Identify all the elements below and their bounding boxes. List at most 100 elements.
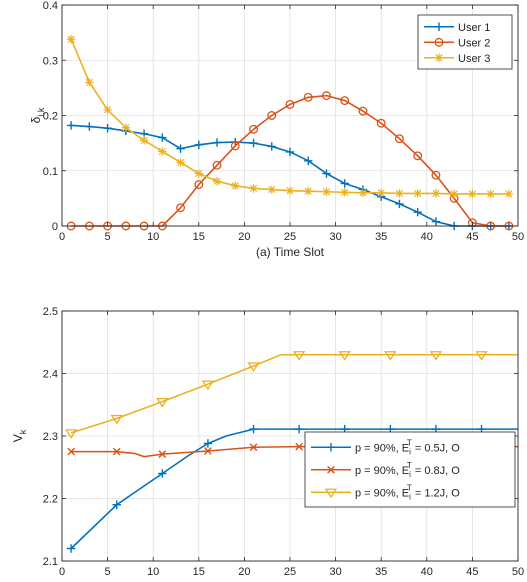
legend: User 1 User 2 User 3 [417, 14, 513, 70]
x-tick-label: 20 [238, 566, 250, 578]
x-tick-label: 30 [329, 566, 341, 578]
y-tick-label: 0.2 [43, 111, 58, 123]
data-point [67, 447, 75, 456]
y-axis-label: Vk [11, 429, 28, 442]
data-point [85, 78, 94, 87]
data-point [103, 105, 112, 115]
data-point [304, 156, 313, 166]
data-point [358, 106, 368, 116]
data-point [64, 429, 78, 439]
x-axis-label: (a) Time Slot [256, 245, 325, 259]
data-point [377, 188, 386, 198]
y-axis-label-main: δ [29, 116, 43, 123]
x-tick-label: 5 [105, 231, 111, 243]
data-point [176, 158, 185, 167]
data-point [486, 189, 495, 199]
x-tick-label: 50 [512, 566, 524, 578]
x-tick-label: 5 [105, 566, 111, 578]
data-point [249, 424, 258, 434]
data-point [322, 91, 331, 101]
data-point [429, 351, 443, 361]
data-point [340, 188, 349, 197]
data-point [267, 185, 276, 194]
data-point [66, 35, 76, 44]
series-line [70, 353, 518, 434]
data-point [285, 147, 295, 157]
data-point [294, 424, 304, 434]
x-tick-label: 25 [284, 231, 296, 243]
legend-label: User 3 [458, 53, 490, 65]
data-point [194, 180, 204, 190]
legend-entry-1: User 1 [424, 22, 490, 34]
y-axis-label-main: V [11, 434, 25, 442]
data-point [395, 189, 404, 198]
data-point [504, 189, 514, 199]
y-tick-label: 0.4 [43, 0, 58, 12]
x-tick-label: 20 [238, 231, 250, 243]
data-point [249, 184, 258, 193]
data-point [66, 544, 76, 553]
legend: p = 90%, EiT = 0.5J, O p = 90%, EiT = 0.8… [304, 431, 516, 508]
data-point [376, 118, 386, 128]
y-axis-label-sub: k [18, 429, 28, 434]
y-tick-label: 0.1 [43, 166, 58, 178]
y-tick-label: 0 [52, 221, 58, 233]
x-tick-label: 35 [375, 566, 387, 578]
data-point [340, 96, 350, 106]
legend-entry-2: p = 90%, EiT = 0.8J, O [311, 461, 460, 479]
data-point [358, 188, 368, 198]
x-tick-label: 45 [466, 566, 478, 578]
data-point [468, 189, 477, 199]
legend-entry-3: p = 90%, EiT = 1.2J, O [311, 483, 460, 501]
y-tick-label: 2.3 [43, 431, 58, 443]
series-1 [66, 121, 514, 231]
data-point [394, 134, 404, 144]
legend-marker [327, 465, 335, 474]
ticks: 0 5 10 15 20 25 30 35 40 45 50 2.1 2.2 2.3 2.4 2.5 [43, 306, 524, 578]
y-tick-label: 2.2 [43, 494, 58, 506]
data-point [212, 160, 222, 170]
data-point [431, 170, 441, 180]
data-point [212, 138, 222, 147]
x-tick-label: 40 [421, 231, 433, 243]
x-axis-label: (b) Time Slot [256, 580, 325, 582]
data-point [322, 187, 331, 196]
legend-marker [434, 22, 444, 31]
data-point [231, 181, 240, 190]
x-tick-label: 0 [59, 231, 65, 243]
data-point [267, 111, 277, 120]
legend-marker [434, 37, 444, 47]
x-tick-label: 45 [466, 231, 478, 243]
data-point [413, 207, 422, 217]
x-tick-label: 0 [59, 566, 65, 578]
data-point [112, 447, 121, 456]
x-tick-label: 10 [147, 566, 159, 578]
y-tick-label: 2.1 [43, 556, 58, 568]
x-tick-label: 35 [375, 231, 387, 243]
x-tick-label: 15 [193, 566, 205, 578]
data-point [204, 447, 212, 455]
y-tick-label: 2.5 [43, 306, 58, 318]
data-point [285, 99, 295, 109]
x-tick-label: 25 [284, 566, 296, 578]
legend-label: p = 90%, EiT = 0.5J, O [355, 438, 460, 456]
legend-label: p = 90%, EiT = 0.8J, O [355, 461, 460, 479]
data-point [304, 186, 313, 196]
x-tick-label: 40 [421, 566, 433, 578]
series-3 [64, 351, 518, 439]
data-point [158, 133, 167, 142]
data-point [121, 123, 131, 132]
data-point [194, 169, 203, 178]
data-point [413, 151, 423, 161]
data-point [194, 140, 203, 149]
legend-marker [324, 488, 338, 499]
data-point [158, 450, 167, 458]
data-point [247, 362, 260, 372]
data-point [431, 189, 441, 198]
y-axis-label-sub: i,k [36, 107, 46, 117]
x-tick-label: 10 [147, 231, 159, 243]
series-3 [66, 35, 514, 199]
data-point [295, 442, 303, 451]
legend-entry-1: p = 90%, EiT = 0.5J, O [311, 438, 460, 456]
data-point [201, 380, 215, 391]
